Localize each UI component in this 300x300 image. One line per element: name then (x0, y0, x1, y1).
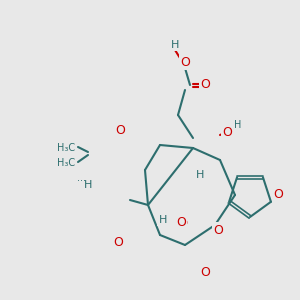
Text: O: O (113, 236, 123, 248)
Text: H: H (234, 120, 242, 130)
Text: ...: ... (77, 173, 86, 183)
Text: H: H (159, 215, 167, 225)
Text: O: O (180, 56, 190, 68)
Text: H: H (84, 180, 92, 190)
Text: O: O (115, 124, 125, 136)
Text: O: O (200, 79, 210, 92)
Text: O: O (176, 215, 186, 229)
Text: H: H (196, 170, 204, 180)
Text: H₃C: H₃C (57, 158, 75, 168)
Text: O: O (200, 266, 210, 278)
Text: H₃C: H₃C (57, 143, 75, 153)
Text: O: O (213, 224, 223, 236)
Text: H: H (171, 40, 179, 50)
Text: O: O (222, 125, 232, 139)
Text: O: O (273, 188, 283, 202)
